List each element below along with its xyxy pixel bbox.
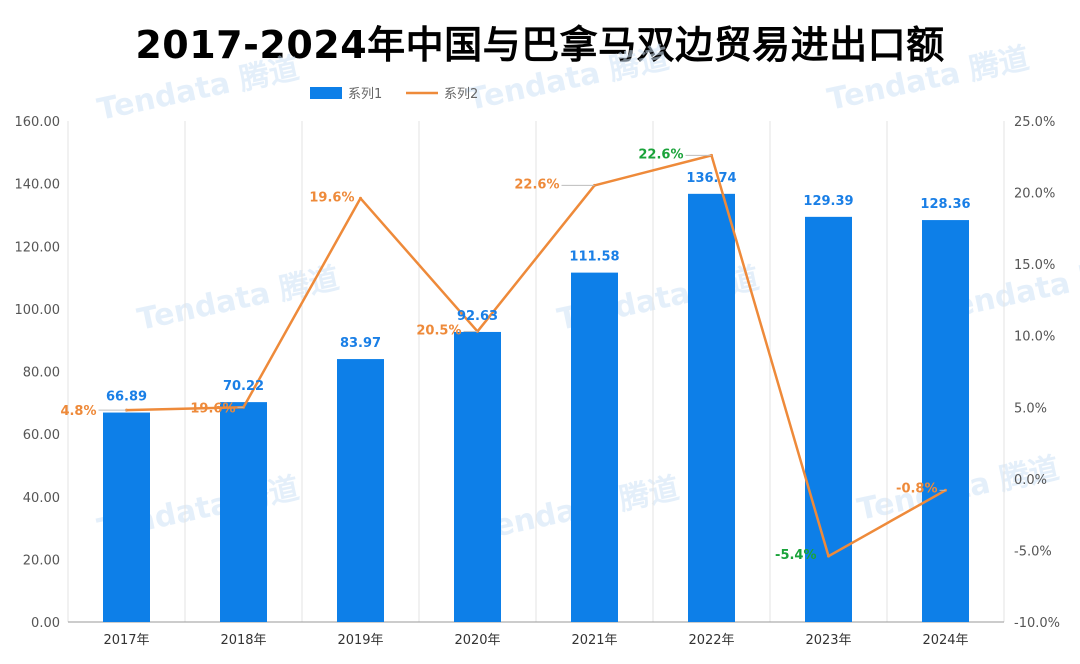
grid-layer [67,121,1005,622]
bar [571,272,618,622]
x-tick-label: 2021年 [571,633,617,648]
bar-data-label: 66.89 [106,390,147,405]
bar-data-label: 83.97 [340,336,381,351]
bar [337,359,384,622]
y-left-tick-label: 0.00 [31,616,60,631]
bar-data-label: 111.58 [569,250,619,265]
line-data-label: 4.8% [60,404,96,419]
y-left-tick-label: 160.00 [15,115,61,130]
x-tick-label: 2020年 [454,633,500,648]
y-right-tick-label: -5.0% [1014,544,1052,559]
line-data-label: -0.8% [896,481,937,496]
y-left-tick-label: 120.00 [15,240,61,255]
y-left-tick-label: 140.00 [15,178,61,193]
bar-data-label: 129.39 [803,194,853,209]
line-point [359,196,362,200]
watermark: Tendata 腾道 [464,41,672,118]
labels-layer: 66.89 70.22 83.97 92.63 111.58 136.74 129.39 12… [60,147,970,563]
bar-data-label: 128.36 [920,197,970,212]
y-right-tick-label: 15.0% [1014,258,1055,273]
legend-swatch-bar [310,87,342,99]
y-left-tick-label: 40.00 [23,491,60,506]
legend: 系列1 系列2 [310,87,478,102]
bar-data-label: 136.74 [686,171,736,186]
x-tick-label: 2017年 [103,633,149,648]
bar-data-label: 92.63 [457,309,498,324]
y-left-tick-label: 100.00 [15,303,61,318]
line-data-label: 20.5% [416,323,461,338]
bar-data-label: 70.22 [223,379,264,394]
y-right-tick-label: 10.0% [1014,330,1055,345]
watermark: Tendata 腾道 [94,51,302,128]
line-point [827,554,830,558]
x-tick-label: 2019年 [337,633,383,648]
legend-label: 系列1 [348,87,382,102]
y-right-tick-label: 25.0% [1014,115,1055,130]
y-left-tick-label: 20.00 [23,553,60,568]
y-right-tick-label: 5.0% [1014,401,1047,416]
y-right-tick-label: 0.0% [1014,473,1047,488]
bar [220,402,267,622]
y-right-tick-label: -10.0% [1014,616,1060,631]
chart-title: 2017-2024年中国与巴拿马双边贸易进出口额 [135,23,945,67]
bar [688,193,735,622]
line-data-label: 22.6% [638,147,683,162]
line-data-label: 22.6% [514,177,559,192]
legend-label: 系列2 [444,87,478,102]
line-data-label: -5.4% [775,548,816,563]
bar [454,331,501,622]
axes-layer: 0.00 20.00 40.00 60.00 80.00 100.00 120.00 140.… [15,115,1061,648]
line-data-label: 19.6% [309,190,354,205]
bar [922,220,969,622]
y-left-tick-label: 60.00 [23,428,60,443]
y-right-tick-label: 20.0% [1014,187,1055,202]
x-tick-label: 2024年 [922,633,968,648]
watermark: Tendata 腾道 [824,41,1032,118]
x-tick-label: 2023年 [805,633,851,648]
x-tick-label: 2018年 [220,633,266,648]
y-left-tick-label: 80.00 [23,366,60,381]
line-series [126,154,947,558]
line-data-label: 19.6% [190,401,235,416]
x-tick-label: 2022年 [688,633,734,648]
bar [103,412,150,622]
watermark: Tendata 腾道 [134,261,342,338]
